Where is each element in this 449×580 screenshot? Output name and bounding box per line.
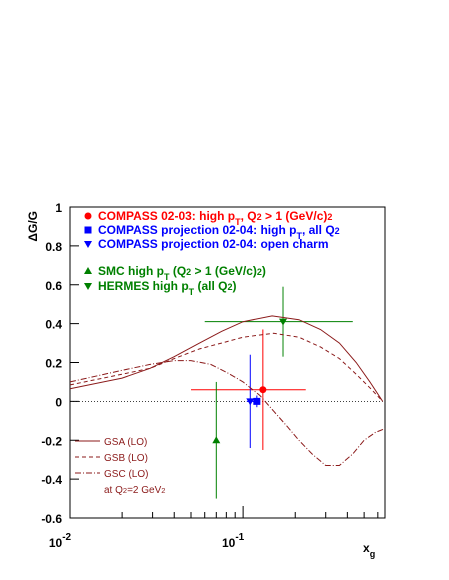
legend-marker [84, 283, 92, 290]
tick-exponent: -2 [62, 532, 71, 543]
subscript: T [164, 272, 170, 282]
curve [69, 360, 386, 466]
y-axis-title: ΔG/G [26, 211, 40, 242]
y-tick-label: 0.2 [45, 357, 62, 371]
subscript: T [189, 287, 195, 297]
text-part: COMPASS 02-03: high p [98, 209, 235, 223]
text-part: =2 GeV [127, 485, 162, 496]
legend-label: GSA (LO) [104, 437, 147, 448]
y-tick-label: -0.4 [41, 473, 62, 487]
curve [69, 315, 384, 402]
legend-label: COMPASS projection 02-04: open charm [98, 237, 329, 251]
legend-marker [84, 241, 92, 248]
superscript: 2 [123, 486, 127, 495]
x-tick-label: 10-1 [222, 532, 245, 550]
text-part: COMPASS projection 02-04: high p [98, 223, 296, 237]
text-part: (all Q [194, 279, 227, 293]
legend-label: SMC high pT (Q2 > 1 (GeV/c)2) [98, 264, 266, 282]
text-part: at Q [104, 485, 123, 496]
text-part: SMC high p [98, 264, 164, 278]
legend-label: GSC (LO) [104, 469, 148, 480]
tick-base: 10 [49, 536, 63, 550]
y-tick-label: -0.2 [41, 434, 62, 448]
y-tick-label: 0.6 [45, 279, 62, 293]
subscript: T [235, 217, 241, 227]
text-part: HERMES high p [98, 279, 189, 293]
y-tick-label: -0.6 [41, 512, 62, 526]
legend-marker [84, 226, 92, 234]
legend-label: COMPASS projection 02-04: high pT, all Q… [98, 223, 340, 241]
text-part: ) [233, 279, 237, 293]
legend-marker [84, 212, 92, 220]
legend-label: HERMES high pT (all Q2) [98, 279, 237, 297]
x-tick-label: 10-2 [49, 532, 72, 550]
text-part: (Q [170, 264, 187, 278]
text-part: x [363, 541, 370, 555]
y-tick-label: 1 [55, 201, 62, 215]
text-part: , Q [241, 209, 257, 223]
x-axis-title: xg [363, 541, 375, 559]
legend-label: COMPASS 02-03: high pT, Q2 > 1 (GeV/c)2 [98, 209, 332, 227]
superscript: 2 [228, 282, 233, 292]
superscript: 2 [327, 212, 332, 222]
text-part: > 1 (GeV/c) [262, 209, 328, 223]
marker [253, 397, 261, 405]
marker [246, 398, 255, 406]
marker [212, 436, 221, 444]
text-part: ) [262, 264, 266, 278]
y-tick-label: 0.8 [45, 240, 62, 254]
curve [69, 332, 384, 402]
text-part: , all Q [302, 223, 335, 237]
superscript: 2 [186, 267, 191, 277]
marker [259, 386, 267, 394]
tick-exponent: -1 [235, 532, 244, 543]
marker [279, 318, 288, 326]
legend-label: GSB (LO) [104, 453, 148, 464]
superscript: 2 [161, 486, 165, 495]
superscript: 2 [335, 226, 340, 236]
superscript: 2 [257, 212, 262, 222]
superscript: 2 [257, 267, 262, 277]
y-tick-label: 0.4 [45, 318, 62, 332]
annotation: at Q2=2 GeV2 [104, 485, 165, 496]
y-tick-label: 0 [55, 395, 62, 409]
tick-base: 10 [222, 536, 236, 550]
legend-marker [84, 267, 92, 274]
text-part: > 1 (GeV/c) [191, 264, 257, 278]
subscript: g [370, 549, 376, 559]
subscript: T [296, 231, 302, 241]
